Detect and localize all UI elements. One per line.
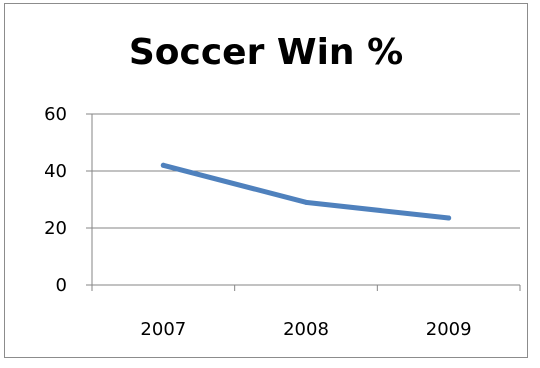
y-tick-label: 60: [44, 104, 67, 125]
y-tick-label: 0: [56, 275, 67, 296]
data-point: [303, 199, 309, 205]
y-tick-label: 40: [44, 161, 67, 182]
x-tick-label: 2007: [140, 319, 186, 340]
chart-frame: Soccer Win %: [4, 3, 528, 358]
y-tick-label: 20: [44, 218, 67, 239]
x-tick-label: 2009: [426, 319, 472, 340]
x-tick-label: 2008: [283, 319, 329, 340]
data-point: [446, 215, 452, 221]
data-point: [160, 162, 166, 168]
series-line: [160, 162, 452, 221]
chart-title: Soccer Win %: [128, 32, 404, 73]
